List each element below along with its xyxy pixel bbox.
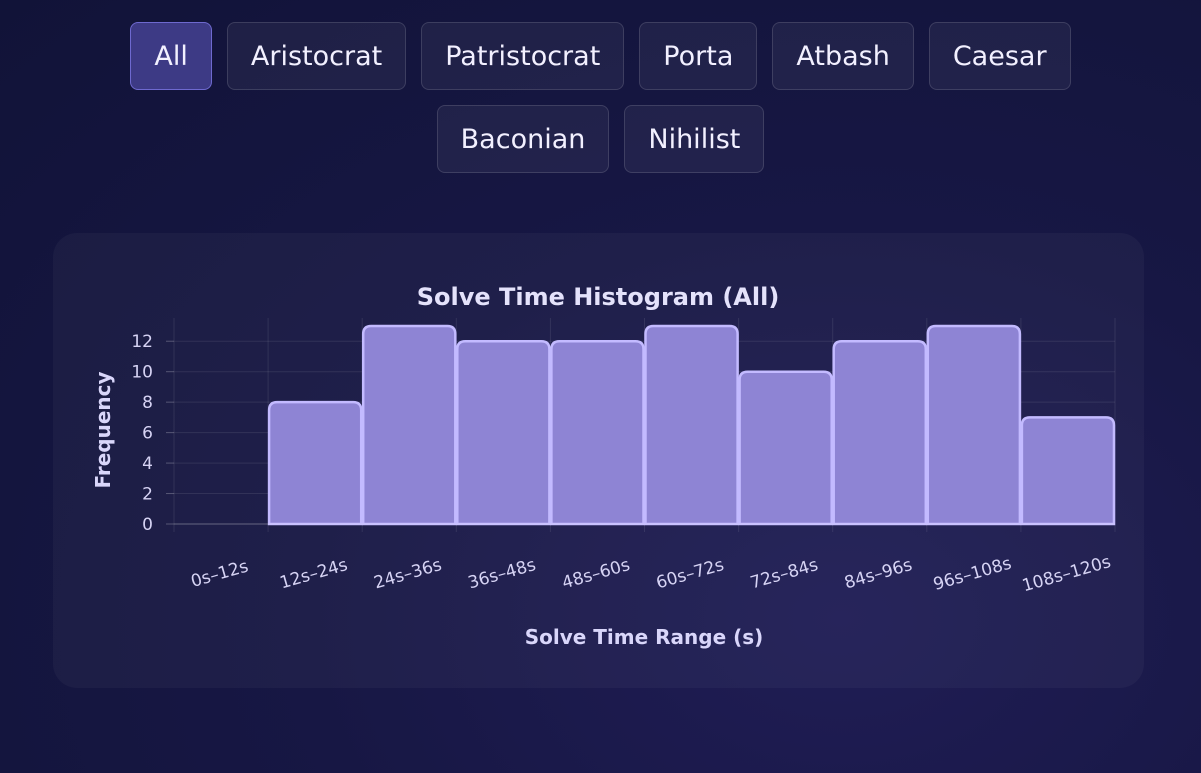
histogram-chart: Solve Time Histogram (All) 0 2 4 6 8 10 12 0s–12…: [91, 283, 1116, 649]
filter-button-aristocrat[interactable]: Aristocrat: [226, 22, 407, 90]
filter-button-nihilist[interactable]: Nihilist: [624, 105, 765, 173]
x-tick-label: 96s–108s: [931, 553, 1014, 594]
y-tick-label: 12: [131, 332, 153, 352]
x-tick-label: 0s–12s: [189, 556, 251, 591]
histogram-card: Solve Time Histogram (All) 0 2 4 6 8 10 12 0s–12…: [53, 233, 1144, 688]
cipher-filter-bar: All Aristocrat Patristocrat Porta Atbash Caes…: [0, 22, 1201, 173]
chart-title: Solve Time Histogram (All): [417, 283, 780, 311]
x-tick-label: 12s–24s: [278, 555, 350, 593]
filter-button-baconian[interactable]: Baconian: [436, 105, 610, 173]
histogram-bar[interactable]: [267, 400, 363, 526]
filter-button-porta[interactable]: Porta: [639, 22, 758, 90]
histogram-bar[interactable]: [644, 324, 739, 526]
filter-button-caesar[interactable]: Caesar: [928, 22, 1071, 90]
histogram-bar[interactable]: [738, 370, 833, 526]
histogram-bar[interactable]: [926, 324, 1022, 526]
y-tick-label: 4: [142, 454, 153, 474]
filter-button-patristocrat[interactable]: Patristocrat: [421, 22, 625, 90]
x-tick-label: 84s–96s: [842, 555, 914, 593]
x-tick-label: 24s–36s: [372, 555, 444, 593]
histogram-bar[interactable]: [832, 339, 928, 526]
x-tick-label: 36s–48s: [466, 555, 538, 593]
filter-button-all[interactable]: All: [130, 22, 212, 90]
x-tick-label: 60s–72s: [654, 555, 726, 593]
histogram-bar[interactable]: [550, 339, 645, 526]
y-tick-label: 6: [142, 424, 153, 444]
y-tick-label: 8: [142, 393, 153, 413]
x-tick-label: 108s–120s: [1020, 552, 1113, 596]
x-tick-label: 48s–60s: [560, 555, 632, 593]
histogram-bar[interactable]: [1020, 416, 1116, 526]
histogram-bar[interactable]: [361, 324, 457, 526]
x-tick-label: 72s–84s: [748, 555, 820, 593]
histogram-bar[interactable]: [456, 339, 551, 526]
y-axis-title: Frequency: [91, 371, 115, 488]
x-axis-title: Solve Time Range (s): [525, 625, 764, 649]
filter-button-atbash[interactable]: Atbash: [772, 22, 914, 90]
y-tick-label: 2: [142, 485, 153, 505]
y-tick-label: 0: [142, 515, 153, 535]
y-tick-label: 10: [131, 363, 153, 383]
